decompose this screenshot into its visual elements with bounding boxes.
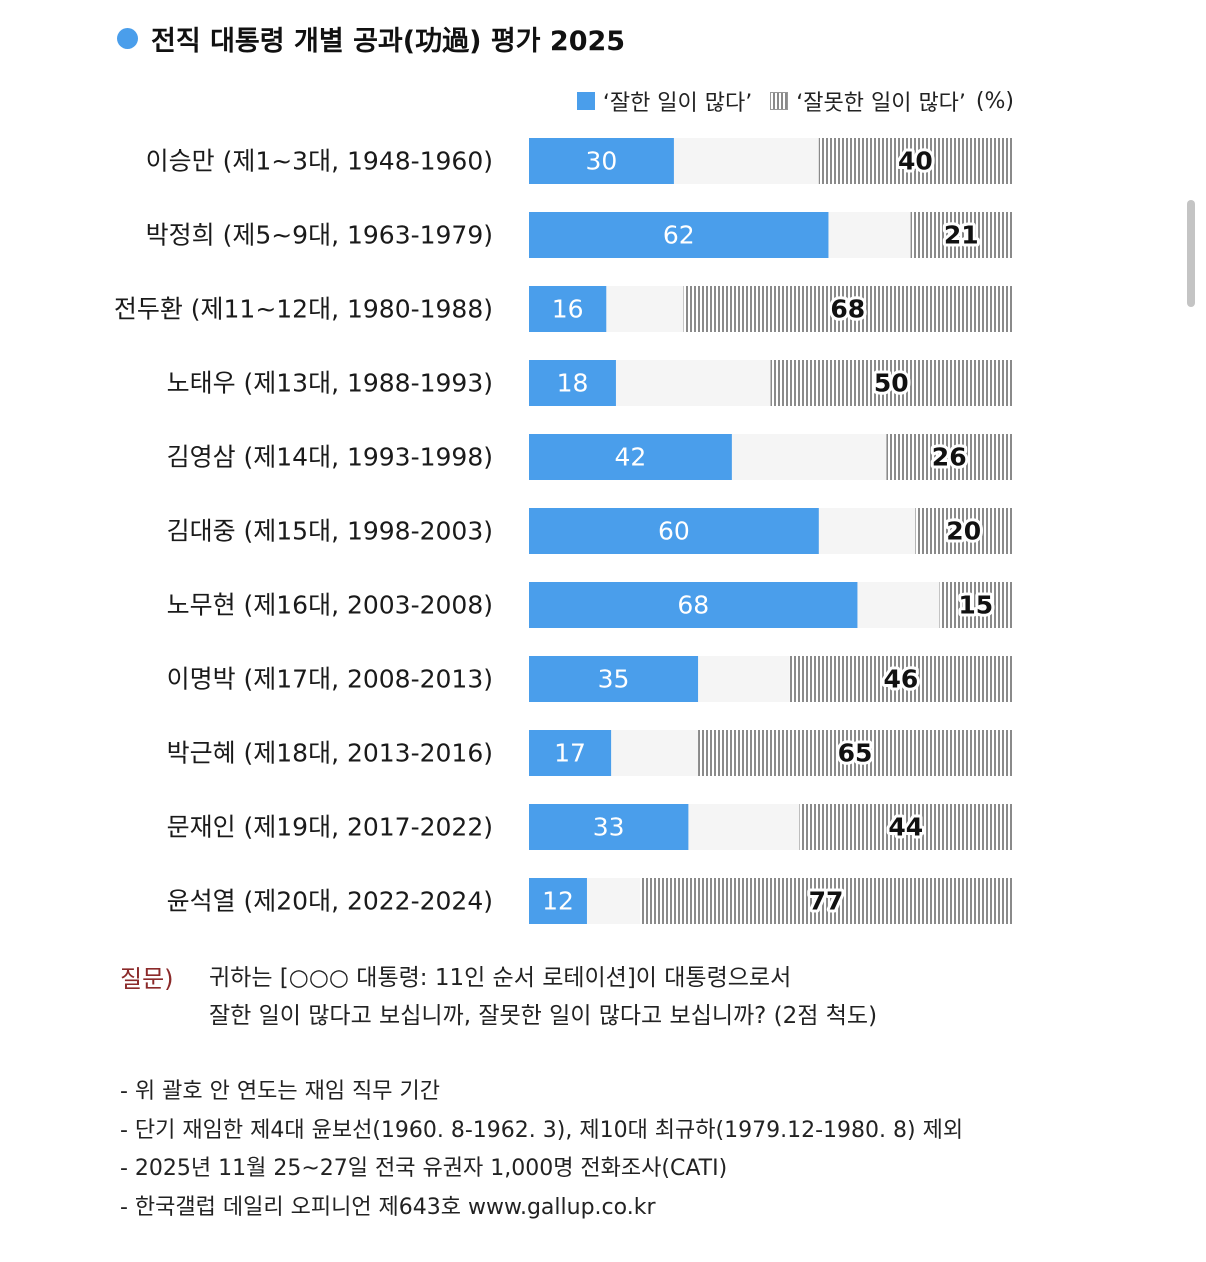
bar-bad: [789, 656, 1012, 702]
bar-good: [529, 508, 819, 554]
bar-bad: [770, 360, 1012, 406]
data-label-bad: 68: [830, 295, 865, 324]
question-line-2: 잘한 일이 많다고 보십니까, 잘못한 일이 많다고 보십니까? (2점 척도): [209, 1003, 878, 1029]
legend-bad-swatch: [770, 92, 789, 110]
question-label: 질문): [120, 965, 174, 993]
data-label-bad: 44: [888, 813, 923, 842]
data-label-good: 68: [677, 591, 709, 620]
bar-good: [529, 360, 616, 406]
bar-bad: [915, 508, 1012, 554]
data-label-bad: 50: [874, 369, 909, 398]
chart-title-text: 전직 대통령 개별 공과(功過) 평가 2025: [151, 25, 626, 57]
question-line-1: 귀하는 [○○○ 대통령: 11인 순서 로테이션]이 대통령으로서: [209, 965, 792, 991]
category-label: 이승만 (제1~3대, 1948-1960): [146, 147, 493, 176]
data-label-good: 30: [586, 147, 618, 176]
bar-good: [529, 138, 674, 184]
bar-chart: 이승만 (제1~3대, 1948-1960) 30 40 박정희 (제5~9대, 19…: [114, 138, 1012, 924]
legend-unit: (%): [975, 88, 1014, 114]
data-label-bad: 77: [809, 887, 844, 916]
bar-bad: [910, 212, 1012, 258]
data-label-good: 35: [598, 665, 630, 694]
data-label-good: 18: [557, 369, 589, 398]
data-label-bad: 26: [932, 443, 967, 472]
question-text: 귀하는 [○○○ 대통령: 11인 순서 로테이션]이 대통령으로서 잘한 일이…: [209, 959, 877, 1035]
data-label-bad: 15: [958, 591, 993, 620]
category-label: 이명박 (제17대, 2008-2013): [167, 665, 493, 694]
title-bullet-icon: [117, 27, 138, 49]
bar-bad: [939, 582, 1012, 628]
bar-good: [529, 582, 858, 628]
category-label: 전두환 (제11~12대, 1980-1988): [114, 295, 493, 324]
category-label: 박근혜 (제18대, 2013-2016): [167, 739, 493, 768]
data-label-bad: 65: [838, 739, 873, 768]
bar-good: [529, 730, 612, 776]
bar-good: [529, 434, 732, 480]
footnote: - 위 괄호 안 연도는 재임 직무 기간: [120, 1079, 441, 1104]
bar-bad: [683, 286, 1012, 332]
bar-bad: [799, 804, 1012, 850]
footnote: - 단기 재임한 제4대 윤보선(1960. 8-1962. 3), 제10대 …: [120, 1117, 964, 1143]
data-label-bad: 20: [946, 517, 981, 546]
legend-bad-label: ‘잘못한 일이 많다’: [796, 91, 966, 116]
bar-good: [529, 286, 607, 332]
legend-good-swatch: [576, 92, 595, 110]
footnotes: - 위 괄호 안 연도는 재임 직무 기간 - 단기 재임한 제4대 윤보선(1…: [120, 1073, 963, 1227]
legend-good-label: ‘잘한 일이 많다’: [602, 91, 753, 116]
data-label-good: 16: [552, 295, 584, 324]
chart-title: 전직 대통령 개별 공과(功過) 평가 2025: [117, 18, 625, 58]
data-label-good: 12: [542, 887, 574, 916]
category-label: 김영삼 (제14대, 1993-1998): [167, 443, 493, 472]
data-label-good: 42: [615, 443, 647, 472]
data-label-good: 62: [663, 221, 695, 250]
data-label-good: 60: [658, 517, 690, 546]
category-label: 노태우 (제13대, 1988-1993): [167, 369, 493, 398]
data-label-bad: 40: [898, 147, 933, 176]
data-label-bad: 21: [944, 221, 979, 250]
category-label: 김대중 (제15대, 1998-2003): [167, 517, 493, 546]
legend: ‘잘한 일이 많다’ ‘잘못한 일이 많다’ (%): [576, 84, 1014, 118]
bar-bad: [640, 878, 1012, 924]
bar-good: [529, 212, 829, 258]
data-label-bad: 46: [884, 665, 919, 694]
bar-bad: [698, 730, 1012, 776]
bar-good: [529, 878, 587, 924]
category-label: 윤석열 (제20대, 2022-2024): [167, 887, 493, 916]
bar-bad: [886, 434, 1012, 480]
bar-good: [529, 656, 699, 702]
category-label: 노무현 (제16대, 2003-2008): [167, 591, 493, 620]
data-label-good: 17: [554, 739, 586, 768]
bar-bad: [818, 138, 1012, 184]
bar-good: [529, 804, 689, 850]
scrollbar-thumb[interactable]: [1187, 200, 1195, 307]
category-label: 박정희 (제5~9대, 1963-1979): [146, 221, 493, 250]
footnote: - 한국갤럽 데일리 오피니언 제643호 www.gallup.co.kr: [120, 1194, 656, 1220]
category-label: 문재인 (제19대, 2017-2022): [167, 813, 493, 842]
data-label-good: 33: [593, 813, 625, 842]
footnote: - 2025년 11월 25~27일 전국 유권자 1,000명 전화조사(CA…: [120, 1156, 728, 1181]
